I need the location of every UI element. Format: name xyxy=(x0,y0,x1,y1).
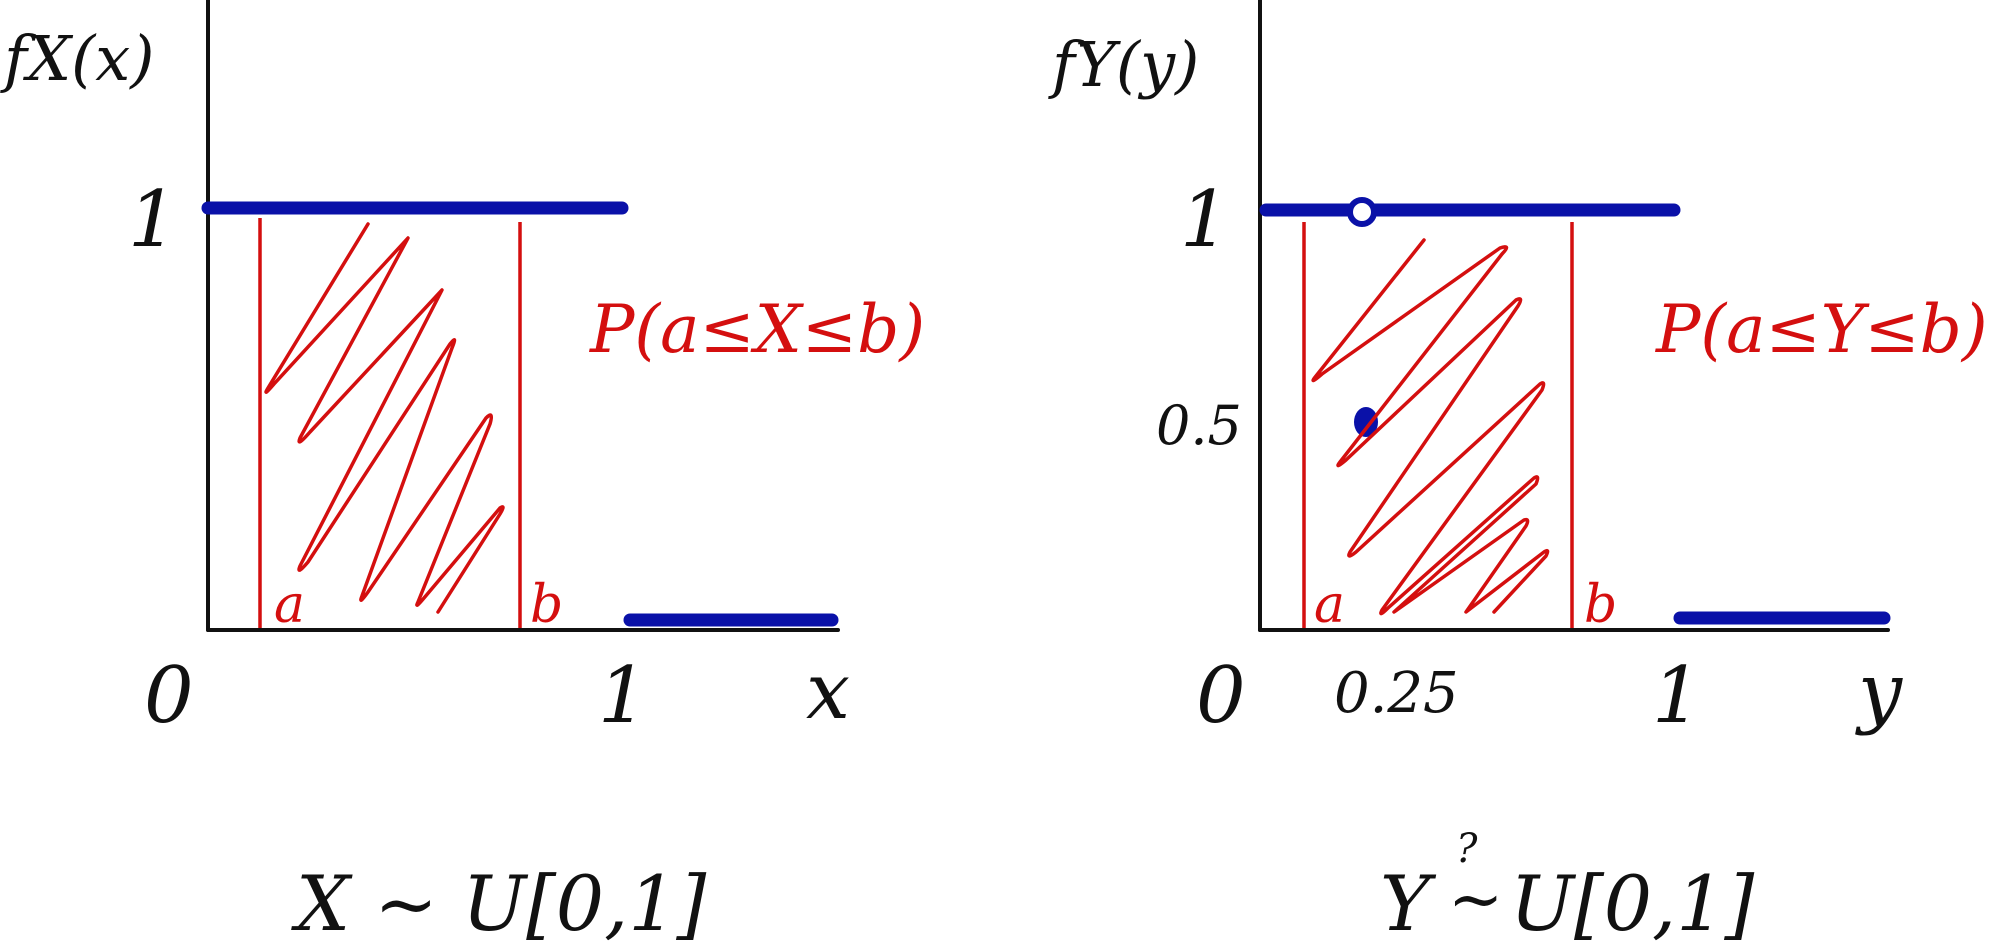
left-probability-label: P(a≤X≤b) xyxy=(589,291,925,368)
right-xtick-quarter: 0.25 xyxy=(1334,661,1459,726)
right-origin-label: 0 xyxy=(1196,651,1246,741)
left-xlabel: x xyxy=(806,647,850,737)
left-bound-a-label: a xyxy=(274,575,305,635)
right-ytick-one: 1 xyxy=(1180,175,1230,265)
right-shading-hatch xyxy=(1311,238,1550,616)
right-caption-question: ? xyxy=(1456,826,1478,872)
left-bound-b-label: b xyxy=(530,575,563,635)
right-xtick-one: 1 xyxy=(1652,651,1702,741)
left-xtick-one: 1 xyxy=(598,651,648,741)
right-caption-tilde: ~ xyxy=(1448,861,1503,938)
right-bound-a-label: a xyxy=(1314,575,1345,635)
right-ylabel: fY(y) xyxy=(1048,28,1199,101)
right-xlabel: y xyxy=(1855,647,1903,737)
left-caption: X ~ U[0,1] xyxy=(291,859,707,948)
right-caption-distribution: U[0,1] xyxy=(1510,859,1755,948)
right-caption-variable: Y xyxy=(1380,859,1437,948)
left-panel: fX(x) 1 0 1 x a b P(a≤X≤b) X ~ U[0,1] xyxy=(0,0,925,948)
right-panel: fY(y) 1 0.5 0 0.25 1 y a b P(a≤Y≤b) Y ? … xyxy=(1048,0,1988,948)
left-ylabel: fX(x) xyxy=(0,22,154,95)
right-probability-label: P(a≤Y≤b) xyxy=(1655,291,1988,368)
right-open-circle-marker xyxy=(1347,197,1377,227)
right-ytick-half: 0.5 xyxy=(1156,394,1242,457)
left-ytick-one: 1 xyxy=(128,175,178,265)
right-filled-dot-marker xyxy=(1354,407,1378,437)
left-origin-label: 0 xyxy=(144,651,194,741)
right-bound-b-label: b xyxy=(1584,575,1617,635)
left-shading-hatch xyxy=(264,222,505,614)
